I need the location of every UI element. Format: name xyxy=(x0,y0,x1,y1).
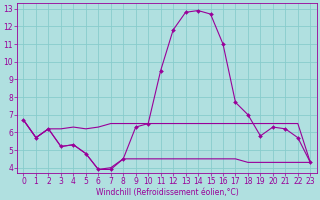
X-axis label: Windchill (Refroidissement éolien,°C): Windchill (Refroidissement éolien,°C) xyxy=(96,188,238,197)
